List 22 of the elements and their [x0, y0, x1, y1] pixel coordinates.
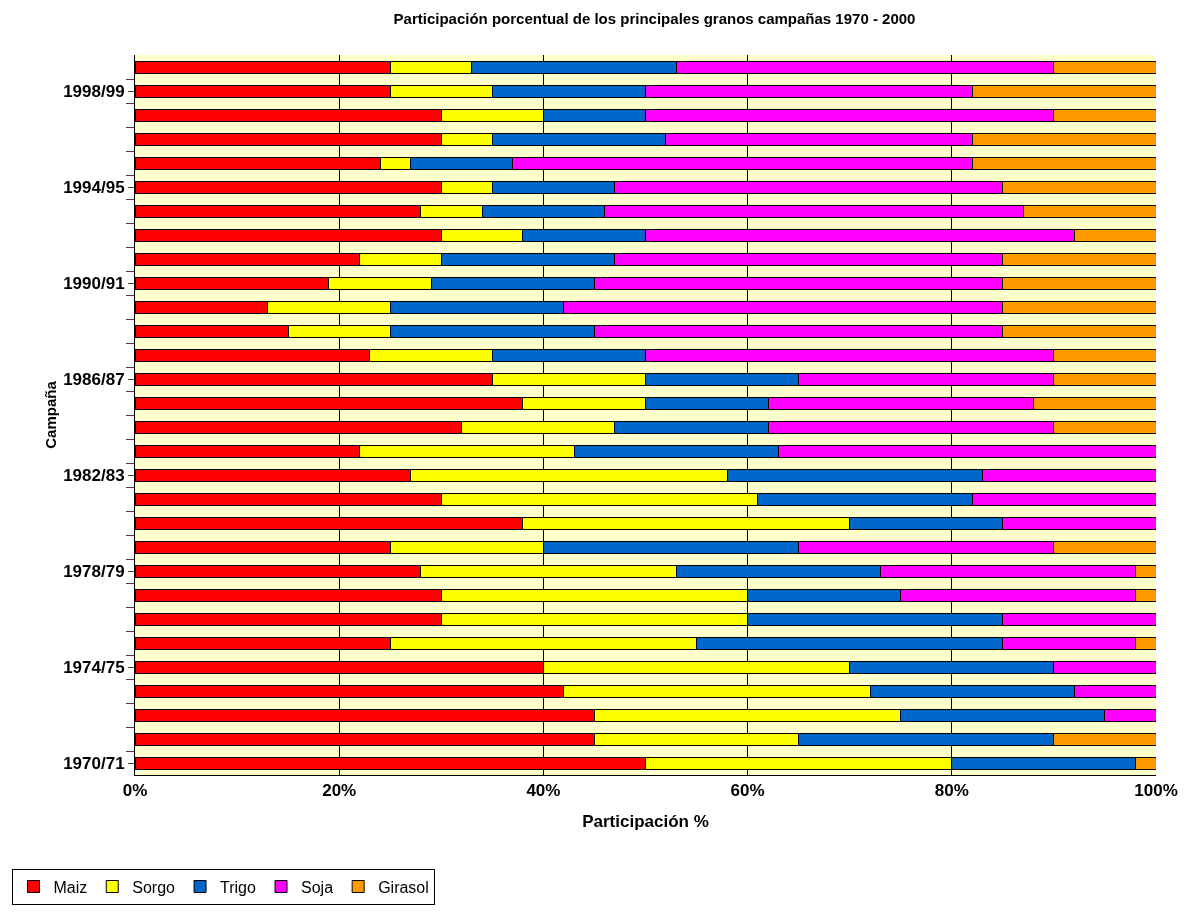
legend-label: Trigo [220, 878, 257, 896]
x-tick-label: 0% [122, 781, 148, 801]
legend-label: Girasol [378, 878, 429, 896]
y-tick-label: 1994/95 [63, 177, 125, 197]
x-axis-title: Participación % [582, 811, 709, 831]
y-tick-label: 1978/79 [63, 561, 125, 581]
x-tick-label: 40% [526, 781, 561, 801]
x-tick-label: 60% [730, 781, 765, 801]
legend-label: Soja [301, 878, 334, 896]
y-tick-label: 1986/87 [63, 369, 125, 389]
y-tick-label: 1998/99 [63, 81, 125, 101]
x-tick-label: 80% [934, 781, 969, 801]
y-tick-label: 1982/83 [63, 465, 125, 485]
y-axis-title: Campaña [42, 380, 60, 449]
y-tick-label: 1970/71 [63, 753, 125, 773]
legend-label: Sorgo [132, 878, 176, 896]
x-tick-label: 100% [1134, 781, 1178, 801]
x-tick-label: 20% [322, 781, 357, 801]
y-tick-label: 1974/75 [63, 657, 125, 677]
legend-label: Maiz [53, 878, 88, 896]
chart-title: Participación porcentual de los principales granos campañas 1970 - 2000 [393, 10, 916, 28]
y-tick-label: 1990/91 [63, 273, 125, 293]
